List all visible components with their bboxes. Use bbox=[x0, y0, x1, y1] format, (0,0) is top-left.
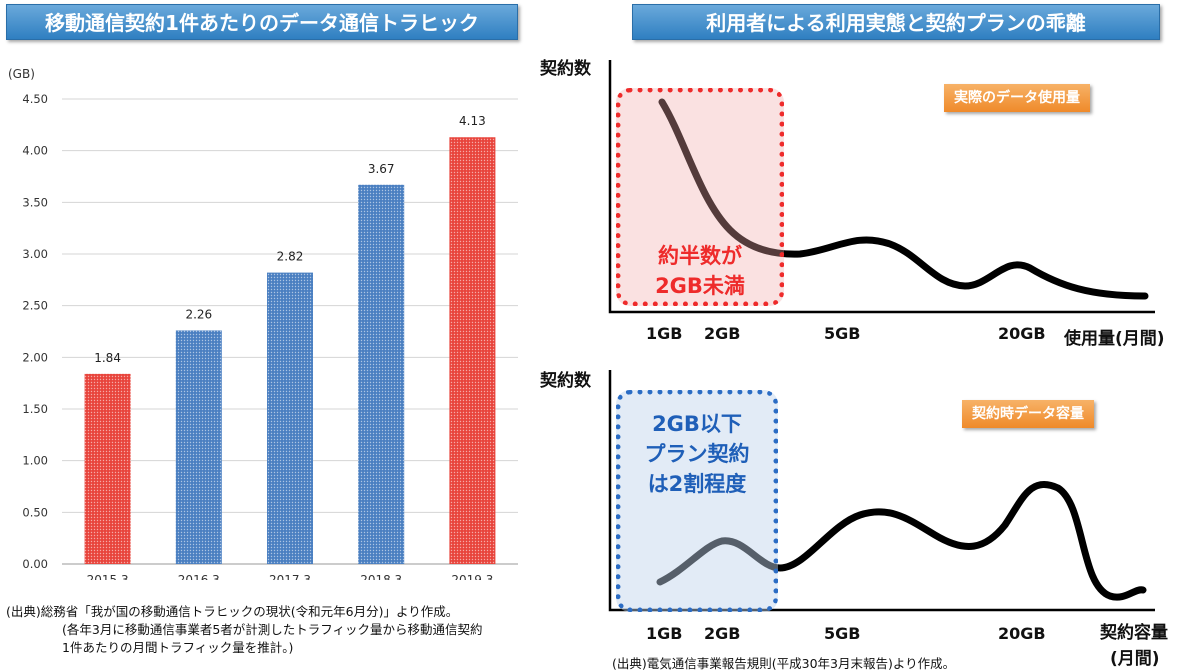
y-tick-label: 0.50 bbox=[22, 505, 48, 519]
contract-callout-line-3: は2割程度 bbox=[647, 472, 747, 496]
bottom-ylabel: 契約数 bbox=[540, 371, 591, 391]
x-tick-label: 2016.3 bbox=[178, 573, 220, 580]
top-xtick-5gb: 5GB bbox=[824, 324, 861, 343]
y-tick-label: 3.50 bbox=[22, 195, 48, 209]
x-tick-label: 2019.3 bbox=[451, 573, 493, 580]
bottom-xtick-5gb: 5GB bbox=[824, 624, 861, 643]
top-ylabel: 契約数 bbox=[540, 59, 591, 79]
y-tick-label: 2.00 bbox=[22, 350, 48, 364]
usage-callout-line-2: 2GB未満 bbox=[655, 274, 745, 298]
usage-callout: 約半数が 2GB未満 bbox=[616, 88, 784, 306]
y-tick-label: 1.00 bbox=[22, 454, 48, 468]
top-xtick-1gb: 1GB bbox=[646, 324, 683, 343]
bar-value-label: 2.26 bbox=[185, 307, 212, 321]
bar-2019.3 bbox=[449, 137, 496, 564]
bar-value-label: 2.82 bbox=[277, 250, 304, 264]
bottom-xlabel-line-2: (月間) bbox=[1110, 649, 1160, 669]
left-source-line-2: (各年3月に移動通信事業者5者が計測したトラフィック量から移動通信契約 bbox=[62, 622, 483, 637]
contract-callout: 2GB以下 プラン契約 は2割程度 bbox=[616, 390, 778, 612]
bar-value-label: 4.13 bbox=[459, 114, 486, 128]
usage-callout-line-1: 約半数が bbox=[658, 244, 742, 268]
bottom-xtick-20gb: 20GB bbox=[998, 624, 1046, 643]
contract-curve bbox=[656, 480, 1147, 601]
usage-curve bbox=[658, 98, 1149, 300]
top-usage-diagram bbox=[608, 60, 1155, 314]
bottom-xlabel-line-1: 契約容量 bbox=[1100, 623, 1168, 643]
left-source-line-3: 1件あたりの月間トラフィック量を推計。) bbox=[62, 640, 294, 655]
x-tick-label: 2015.3 bbox=[87, 573, 129, 580]
y-tick-label: 2.50 bbox=[22, 299, 48, 313]
bar-value-label: 1.84 bbox=[94, 351, 121, 365]
bottom-contract-diagram bbox=[608, 370, 1155, 612]
contract-callout-line-1: 2GB以下 bbox=[652, 412, 742, 436]
bar-chart: (GB) 0.00 0.50 1.00 1.50 2.00 2.50 3.00 3.50 4.00… bbox=[8, 67, 518, 580]
bottom-axes bbox=[608, 370, 1155, 612]
right-source: (出典)電気通信事業報告規則(平成30年3月末報告)より作成。 bbox=[612, 656, 956, 671]
y-tick-label: 1.50 bbox=[22, 402, 48, 416]
contract-callout-line-2: プラン契約 bbox=[644, 442, 750, 466]
bar-2015.3 bbox=[84, 373, 131, 564]
x-tick-label: 2017.3 bbox=[269, 573, 311, 580]
top-xtick-20gb: 20GB bbox=[998, 324, 1046, 343]
usage-tag: 実際のデータ使用量 bbox=[944, 84, 1090, 112]
x-tick-label: 2018.3 bbox=[360, 573, 402, 580]
bar-2017.3 bbox=[267, 272, 313, 564]
bar-value-label: 3.67 bbox=[368, 162, 395, 176]
bottom-xtick-2gb: 2GB bbox=[704, 624, 741, 643]
bar-2016.3 bbox=[175, 330, 222, 564]
top-xtick-2gb: 2GB bbox=[704, 324, 741, 343]
left-source-line-1: (出典)総務省「我が国の移動通信トラヒックの現状(令和元年6月分)」より作成。 bbox=[6, 604, 459, 619]
bottom-xtick-1gb: 1GB bbox=[646, 624, 683, 643]
y-tick-label: 4.50 bbox=[22, 92, 48, 106]
y-tick-label: 3.00 bbox=[22, 247, 48, 261]
y-tick-label: 4.00 bbox=[22, 144, 48, 158]
contract-tag: 契約時データ容量 bbox=[962, 400, 1094, 428]
left-chart-title: 移動通信契約1件あたりのデータ通信トラヒック bbox=[6, 4, 518, 40]
top-xlabel: 使用量(月間) bbox=[1064, 329, 1165, 349]
right-panel-title: 利用者による利用実態と契約プランの乖離 bbox=[632, 4, 1160, 40]
top-axes bbox=[608, 60, 1155, 314]
bar-2018.3 bbox=[358, 184, 405, 564]
y-unit-label: (GB) bbox=[8, 67, 35, 81]
y-tick-label: 0.00 bbox=[22, 557, 48, 571]
